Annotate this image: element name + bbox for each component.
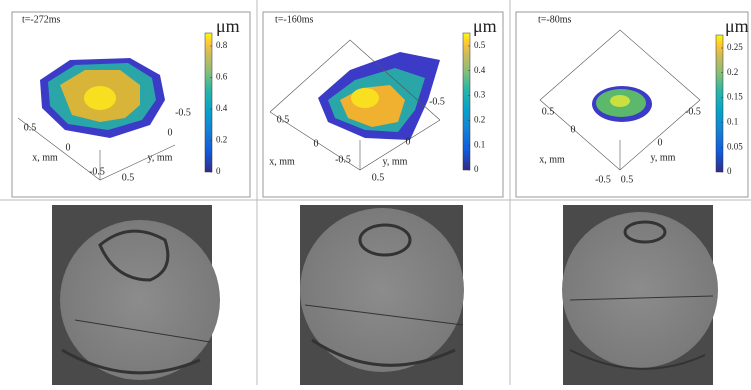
- colorbar-tick-label: 0: [727, 166, 732, 176]
- y-tick-label: -0.5: [429, 96, 445, 107]
- surface-3: [539, 29, 701, 171]
- x-tick-label: 0.5: [542, 106, 555, 117]
- x-axis-label: x, mm: [32, 152, 58, 163]
- photo-3: [562, 205, 718, 385]
- x-tick-label: -0.5: [335, 154, 351, 165]
- colorbar: [715, 34, 724, 173]
- time-label: t=-160ms: [275, 14, 314, 25]
- y-tick-label: 0: [168, 127, 173, 138]
- colorbar-unit: μm: [216, 16, 240, 36]
- colorbar-tick-label: 0.6: [216, 72, 228, 82]
- y-axis-label: y, mm: [148, 152, 173, 163]
- x-tick-label: 0: [66, 142, 71, 153]
- x-tick-label: 0: [571, 124, 576, 135]
- y-tick-label: 0.5: [122, 172, 135, 183]
- colorbar-unit: μm: [725, 16, 749, 36]
- colorbar-tick-label: 0.2: [474, 114, 485, 124]
- colorbar-unit: μm: [473, 16, 497, 36]
- colorbar-tick-label: 0.5: [474, 40, 486, 50]
- x-tick-label: 0.5: [277, 114, 290, 125]
- time-label: t=-272ms: [22, 14, 61, 25]
- y-tick-label: 0.5: [621, 174, 634, 185]
- colorbar-tick-label: 0.1: [727, 116, 738, 126]
- photo-1: [52, 205, 220, 385]
- surface-2: [269, 39, 441, 171]
- colorbar-tick-label: 0.8: [216, 40, 228, 50]
- colorbar-tick-label: 0.25: [727, 42, 743, 52]
- colorbar-tick-label: 0.4: [474, 65, 486, 75]
- y-tick-label: 0: [658, 137, 663, 148]
- colorbar: [204, 32, 213, 173]
- colorbar-tick-label: 0.3: [474, 90, 486, 100]
- x-axis-label: x, mm: [539, 154, 565, 165]
- colorbar-tick-label: 0.15: [727, 92, 743, 102]
- colorbar-tick-label: 0.4: [216, 103, 228, 113]
- y-tick-label: -0.5: [685, 106, 701, 117]
- photo-2: [300, 205, 464, 385]
- colorbar-tick-label: 0: [474, 164, 479, 174]
- colorbar-tick-label: 0.2: [727, 67, 738, 77]
- y-axis-label: y, mm: [383, 156, 408, 167]
- x-tick-label: 0.5: [24, 122, 37, 133]
- colorbar-tick-label: 0.05: [727, 141, 743, 151]
- x-tick-label: -0.5: [89, 166, 105, 177]
- x-tick-label: 0: [314, 138, 319, 149]
- colorbar-tick-label: 0.2: [216, 135, 227, 145]
- y-tick-label: 0.5: [372, 172, 385, 183]
- surface-1: [17, 58, 176, 181]
- y-tick-label: 0: [406, 136, 411, 147]
- colorbar-tick-label: 0.1: [474, 139, 485, 149]
- x-axis-label: x, mm: [269, 156, 295, 167]
- colorbar-tick-label: 0: [216, 166, 221, 176]
- y-axis-label: y, mm: [651, 152, 676, 163]
- y-tick-label: -0.5: [175, 107, 191, 118]
- colorbar: [462, 32, 471, 171]
- x-tick-label: -0.5: [595, 174, 611, 185]
- time-label: t=-80ms: [538, 14, 572, 25]
